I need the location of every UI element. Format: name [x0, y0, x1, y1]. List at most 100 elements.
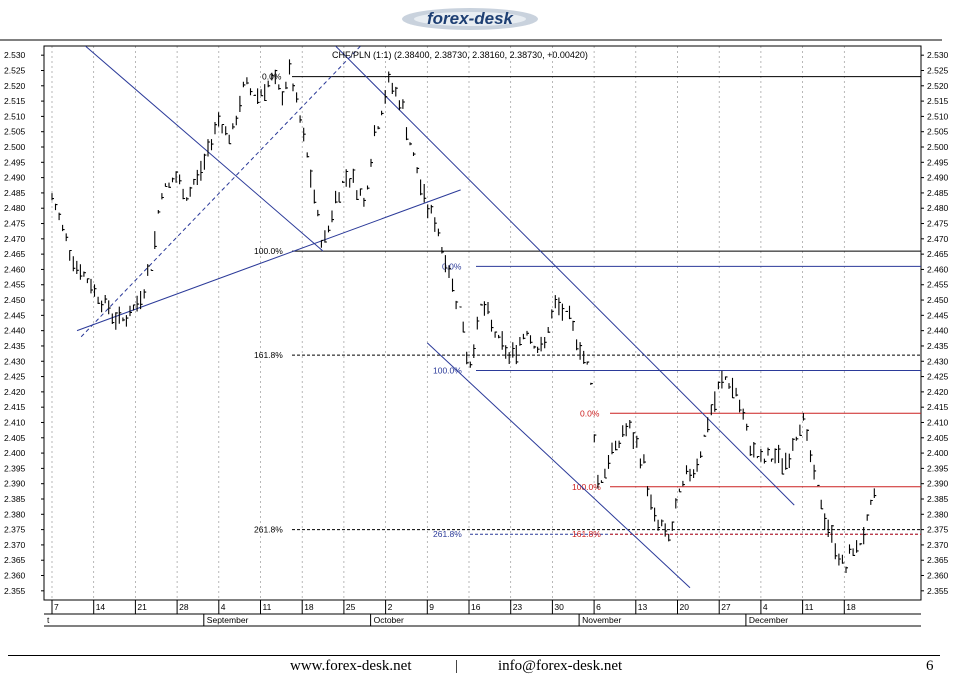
x-tick-label: 7 [54, 602, 59, 612]
month-label: December [749, 615, 788, 625]
x-tick-label: 11 [805, 602, 814, 612]
x-tick-label: 18 [304, 602, 314, 612]
trendline [85, 46, 324, 252]
x-tick-label: 25 [346, 602, 356, 612]
x-tick-label: 20 [680, 602, 690, 612]
x-tick-label: 4 [221, 602, 226, 612]
y-tick-label-right: 2.440 [927, 326, 949, 336]
y-tick-label-left: 2.525 [4, 65, 26, 75]
y-tick-label-right: 2.470 [927, 234, 949, 244]
price-series [51, 59, 877, 573]
y-tick-label-left: 2.450 [4, 295, 26, 305]
y-tick-label-right: 2.390 [927, 479, 949, 489]
month-label: November [582, 615, 621, 625]
grid-layer [51, 46, 845, 600]
x-tick-label: 18 [846, 602, 856, 612]
x-tick-label: 27 [721, 602, 731, 612]
y-tick-label-left: 2.405 [4, 433, 26, 443]
y-tick-label-right: 2.530 [927, 50, 949, 60]
y-tick-label-right: 2.365 [927, 555, 949, 565]
y-tick-label-right: 2.505 [927, 127, 949, 137]
fib-label-red: 0.0% [580, 408, 600, 418]
trendline [80, 46, 361, 338]
x-tick-label: 2 [388, 602, 393, 612]
y-tick-label-right: 2.435 [927, 341, 949, 351]
x-tick-label: 9 [429, 602, 434, 612]
y-tick-label-left: 2.360 [4, 571, 26, 581]
x-tick-label: 30 [554, 602, 564, 612]
y-tick-label-right: 2.465 [927, 249, 949, 259]
y-tick-label-right: 2.510 [927, 111, 949, 121]
x-tick-label: 13 [638, 602, 648, 612]
x-tick-label: 23 [513, 602, 523, 612]
y-tick-label-right: 2.430 [927, 356, 949, 366]
y-tick-label-left: 2.435 [4, 341, 26, 351]
fib-label-black: 261.8% [254, 525, 283, 535]
y-tick-label-left: 2.495 [4, 157, 26, 167]
y-axis-right: 2.530 2.525 2.520 2.515 2.510 2.505 2.500 2.495… [921, 50, 949, 596]
y-tick-label-left: 2.355 [4, 586, 26, 596]
y-tick-label-right: 2.425 [927, 372, 949, 382]
y-tick-label-right: 2.525 [927, 65, 949, 75]
y-tick-label-right: 2.380 [927, 509, 949, 519]
x-tick-label: 21 [137, 602, 147, 612]
y-tick-label-right: 2.480 [927, 203, 949, 213]
y-tick-label-left: 2.375 [4, 525, 26, 535]
fib-label-blue: 0.0% [442, 261, 462, 271]
y-tick-label-right: 2.415 [927, 402, 949, 412]
y-tick-label-left: 2.475 [4, 219, 26, 229]
x-tick-label: 4 [763, 602, 768, 612]
y-tick-label-right: 2.490 [927, 173, 949, 183]
trendline [335, 46, 795, 506]
y-tick-label-left: 2.415 [4, 402, 26, 412]
y-tick-label-right: 2.410 [927, 417, 949, 427]
y-tick-label-right: 2.360 [927, 571, 949, 581]
y-tick-label-left: 2.455 [4, 280, 26, 290]
y-tick-label-right: 2.495 [927, 157, 949, 167]
y-tick-label-left: 2.485 [4, 188, 26, 198]
y-tick-label-right: 2.420 [927, 387, 949, 397]
footer-email[interactable]: info@forex-desk.net [498, 658, 623, 674]
x-axis: 7 14 21 28 4 11 18 25 2 9 16 23 30 6 13 20 27 4 11 18 t Septe… [47, 600, 856, 626]
y-tick-label-left: 2.520 [4, 81, 26, 91]
y-tick-label-left: 2.370 [4, 540, 26, 550]
footer-rule [8, 655, 940, 656]
footer-separator: | [455, 658, 459, 674]
fib-label-blue: 100.0% [433, 365, 462, 375]
x-tick-label: 16 [471, 602, 481, 612]
x-tick-label: 28 [179, 602, 189, 612]
y-tick-label-left: 2.365 [4, 555, 26, 565]
x-tick-label: 11 [263, 602, 272, 612]
price-chart: 2.530 2.525 2.520 2.515 2.510 2.505 2.500 2.495… [0, 39, 949, 627]
fib-label-black: 100.0% [254, 246, 283, 256]
y-tick-label-left: 2.530 [4, 50, 26, 60]
y-tick-label-left: 2.445 [4, 310, 26, 320]
y-tick-label-right: 2.475 [927, 219, 949, 229]
y-tick-label-left: 2.380 [4, 509, 26, 519]
y-tick-label-right: 2.500 [927, 142, 949, 152]
month-label: October [374, 615, 404, 625]
y-tick-label-left: 2.400 [4, 448, 26, 458]
price-bars [51, 59, 877, 573]
month-label: September [207, 615, 249, 625]
page-number: 6 [926, 658, 934, 674]
y-tick-label-right: 2.485 [927, 188, 949, 198]
y-tick-label-right: 2.450 [927, 295, 949, 305]
y-tick-label-left: 2.385 [4, 494, 26, 504]
fib-label-red: 161.8% [572, 529, 601, 539]
trendline [76, 189, 461, 332]
y-tick-label-left: 2.490 [4, 173, 26, 183]
y-tick-label-left: 2.500 [4, 142, 26, 152]
y-tick-label-right: 2.515 [927, 96, 949, 106]
footer-website[interactable]: www.forex-desk.net [290, 658, 412, 674]
y-tick-label-right: 2.520 [927, 81, 949, 91]
y-tick-label-left: 2.425 [4, 372, 26, 382]
y-tick-label-right: 2.400 [927, 448, 949, 458]
y-tick-label-left: 2.480 [4, 203, 26, 213]
y-tick-label-left: 2.440 [4, 326, 26, 336]
chart-frame [0, 39, 942, 627]
logo-swoosh-inner [414, 12, 526, 26]
y-tick-label-left: 2.470 [4, 234, 26, 244]
y-tick-label-left: 2.420 [4, 387, 26, 397]
y-tick-label-right: 2.405 [927, 433, 949, 443]
